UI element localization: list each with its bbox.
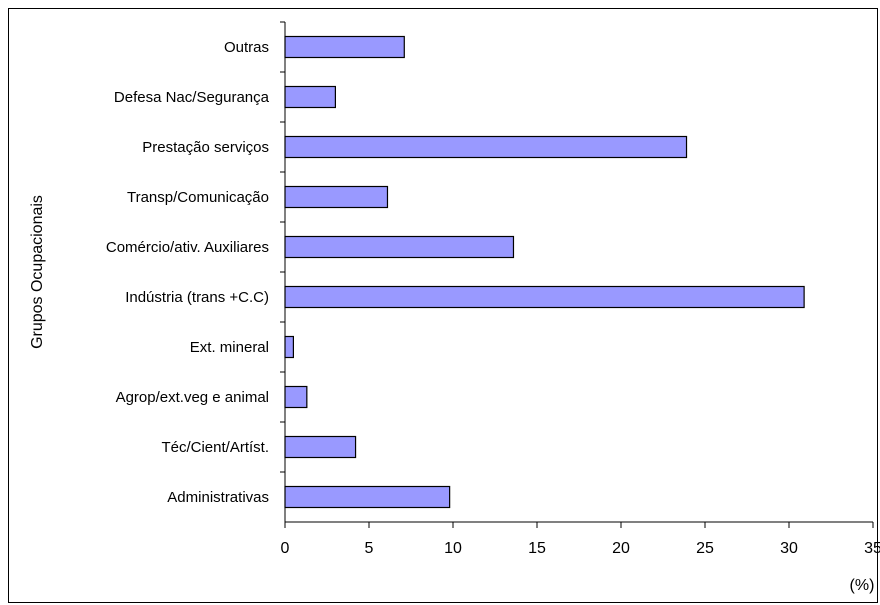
category-label-7: Agrop/ext.veg e animal [116,389,269,406]
bar-4 [284,235,515,259]
category-label-2: Prestação serviços [142,139,269,156]
bar-3 [284,185,389,209]
ticks-layer: 0 5 10 15 20 25 30 35 [280,21,880,557]
category-labels: Outras Defesa Nac/Segurança Prestação serv… [106,39,270,506]
category-label-5: Indústria (trans +C.C) [125,289,269,306]
category-label-6: Ext. mineral [190,339,269,356]
x-tick-label-0: 0 [281,540,290,557]
bar-9 [284,485,451,509]
bar-2 [284,135,688,159]
x-tick-label-5: 25 [696,540,714,557]
category-label-9: Administrativas [167,489,269,506]
x-tick-label-3: 15 [528,540,546,557]
x-tick-label-2: 10 [444,540,462,557]
bar-6 [284,335,294,359]
x-tick-label-4: 20 [612,540,630,557]
category-label-3: Transp/Comunicação [127,189,269,206]
bar-8 [284,435,357,459]
x-tick-label-7: 35 [864,540,880,557]
bars-layer [284,35,805,509]
category-label-0: Outras [224,39,269,56]
x-tick-label-6: 30 [780,540,798,557]
bar-7 [284,385,308,409]
x-axis-unit-label: (%) [850,577,875,594]
x-tick-label-1: 5 [365,540,374,557]
bar-5 [284,285,805,309]
category-label-4: Comércio/ativ. Auxiliares [106,239,269,256]
category-label-8: Téc/Cient/Artíst. [161,439,269,456]
y-axis-title: Grupos Ocupacionais [29,195,46,349]
bar-0 [284,35,405,59]
category-label-1: Defesa Nac/Segurança [114,89,270,106]
bar-1 [284,85,337,109]
